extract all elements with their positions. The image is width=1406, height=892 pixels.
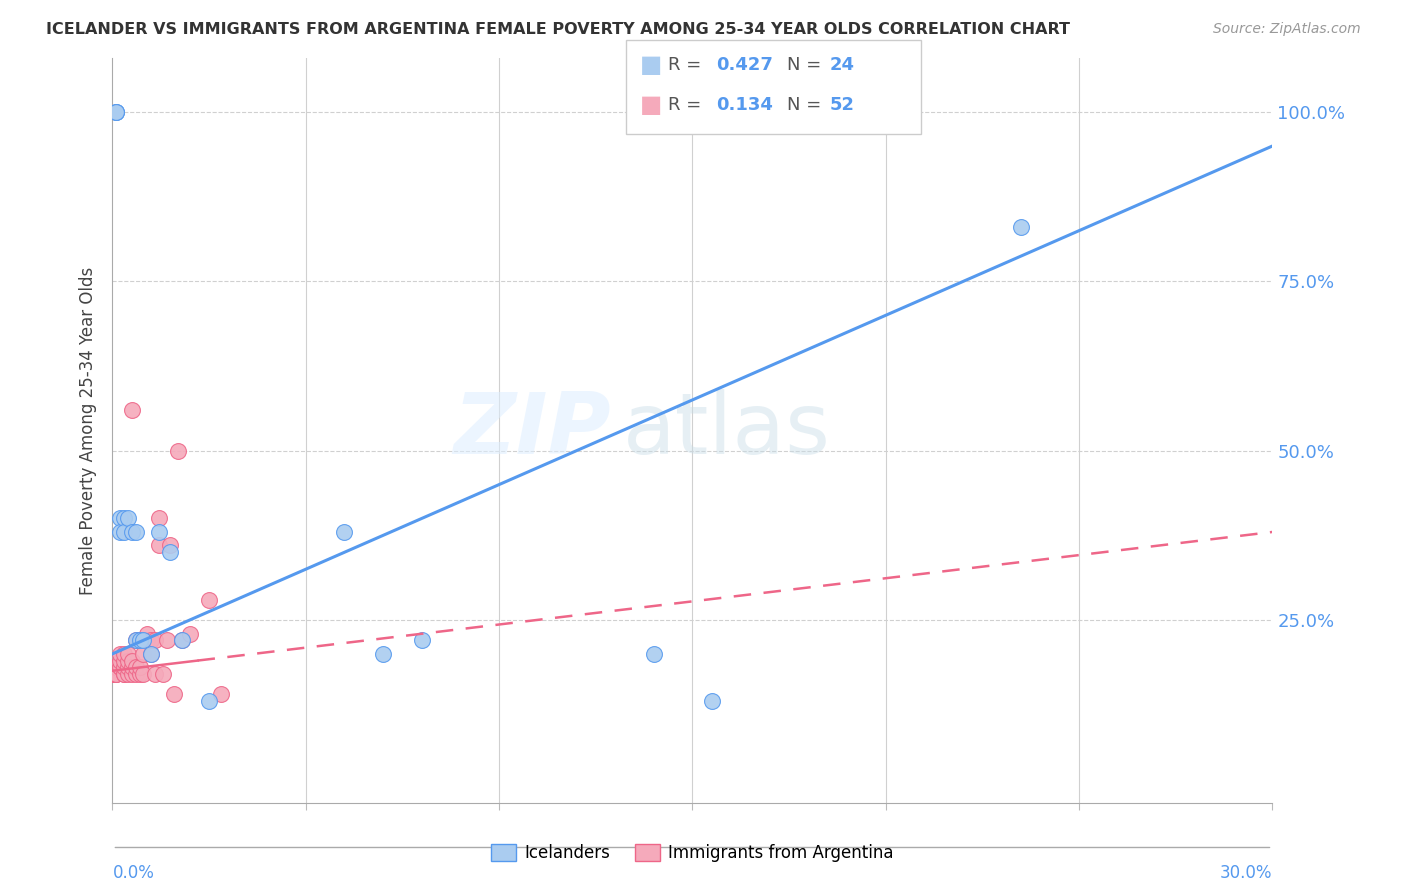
Point [121, 660, 143, 674]
Point [163, 688, 186, 702]
Point [132, 667, 155, 681]
Point [110, 511, 132, 525]
Point [117, 654, 139, 668]
Point [333, 524, 356, 539]
Text: atlas: atlas [623, 389, 831, 472]
Point [700, 694, 723, 708]
Text: 30.0%: 30.0% [1220, 863, 1272, 881]
Point [121, 654, 143, 668]
Point [124, 524, 148, 539]
Text: 24: 24 [830, 56, 855, 74]
Text: N =: N = [787, 96, 827, 114]
Text: 0.0%: 0.0% [112, 863, 155, 881]
Y-axis label: Female Poverty Among 25-34 Year Olds: Female Poverty Among 25-34 Year Olds [79, 267, 97, 594]
Point [132, 647, 155, 661]
Point [110, 654, 132, 668]
Point [136, 633, 159, 648]
Point [110, 524, 132, 539]
Text: 52: 52 [830, 96, 855, 114]
Point [105, 660, 128, 674]
Point [128, 660, 150, 674]
Point [136, 626, 159, 640]
Point [112, 660, 135, 674]
Point [112, 654, 135, 668]
Point [105, 105, 128, 120]
Point [101, 667, 124, 681]
Point [172, 633, 194, 648]
Point [143, 633, 166, 648]
Text: R =: R = [668, 56, 707, 74]
Point [1010, 220, 1032, 235]
Point [128, 633, 150, 648]
Point [179, 626, 201, 640]
Point [124, 633, 148, 648]
Point [124, 660, 148, 674]
Point [121, 403, 143, 417]
Point [148, 524, 170, 539]
Text: R =: R = [668, 96, 707, 114]
Point [101, 660, 124, 674]
Point [117, 647, 139, 661]
Point [105, 667, 128, 681]
Point [156, 633, 179, 648]
Point [121, 524, 143, 539]
Point [117, 511, 139, 525]
Point [198, 694, 221, 708]
Point [371, 647, 394, 661]
Text: 0.427: 0.427 [716, 56, 772, 74]
Point [121, 667, 143, 681]
Text: ■: ■ [640, 54, 662, 77]
Point [132, 633, 155, 648]
Point [117, 667, 139, 681]
Point [110, 660, 132, 674]
Point [209, 688, 232, 702]
Text: Source: ZipAtlas.com: Source: ZipAtlas.com [1213, 22, 1361, 37]
Point [124, 633, 148, 648]
Point [128, 667, 150, 681]
Point [198, 592, 221, 607]
Point [152, 667, 174, 681]
Point [141, 647, 163, 661]
Point [105, 667, 128, 681]
Point [105, 105, 128, 120]
Point [128, 633, 150, 648]
Point [141, 647, 163, 661]
Point [411, 633, 433, 648]
Point [112, 667, 135, 681]
Point [141, 633, 163, 648]
Point [105, 105, 128, 120]
Text: ZIP: ZIP [454, 389, 612, 472]
Point [159, 545, 181, 559]
Point [110, 660, 132, 674]
Point [110, 647, 132, 661]
Point [112, 511, 135, 525]
Text: N =: N = [787, 56, 827, 74]
Point [148, 511, 170, 525]
Point [105, 660, 128, 674]
Point [112, 647, 135, 661]
Point [643, 647, 665, 661]
Point [124, 667, 148, 681]
Text: 0.134: 0.134 [716, 96, 772, 114]
Legend: Icelanders, Immigrants from Argentina: Icelanders, Immigrants from Argentina [484, 838, 901, 869]
Point [105, 667, 128, 681]
Point [101, 667, 124, 681]
Point [148, 539, 170, 553]
Text: ■: ■ [640, 94, 662, 117]
Point [143, 667, 166, 681]
Point [117, 660, 139, 674]
Point [167, 443, 190, 458]
Point [101, 660, 124, 674]
Point [112, 667, 135, 681]
Point [172, 633, 194, 648]
Text: ICELANDER VS IMMIGRANTS FROM ARGENTINA FEMALE POVERTY AMONG 25-34 YEAR OLDS CORR: ICELANDER VS IMMIGRANTS FROM ARGENTINA F… [46, 22, 1070, 37]
Point [159, 539, 181, 553]
Point [101, 667, 124, 681]
Point [112, 524, 135, 539]
